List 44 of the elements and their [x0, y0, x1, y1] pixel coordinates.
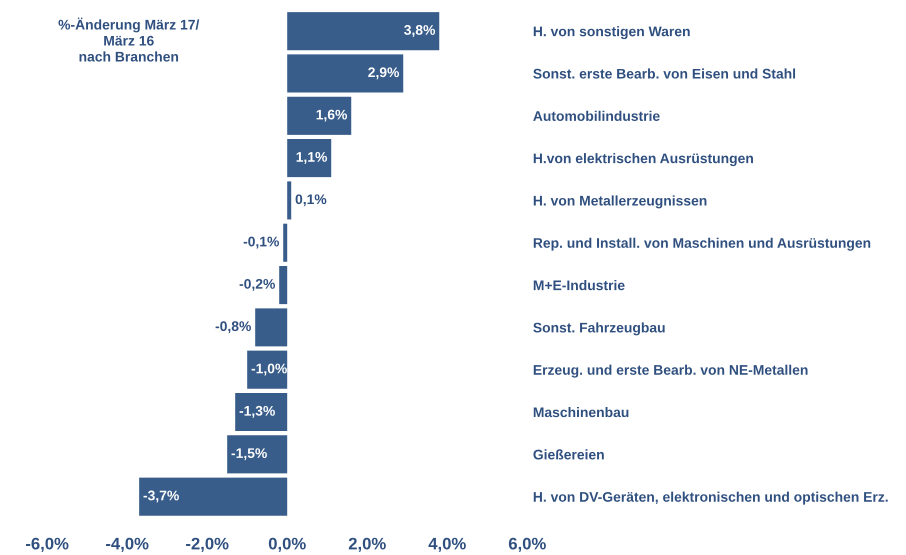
- bar: [227, 435, 288, 474]
- x-tick-label: 6,0%: [508, 538, 546, 552]
- bar: [255, 308, 288, 346]
- text: %-Änderung März 17/ März 16 nach Branchen: [58, 18, 200, 62]
- data-label: 3,8%: [404, 25, 436, 37]
- x-tick-label: -4,0%: [106, 538, 148, 552]
- y-tick-label: H. von sonstigen Waren: [534, 26, 690, 40]
- x-tick-label: 2,0%: [348, 538, 386, 552]
- bar: [287, 54, 404, 93]
- bar: [287, 12, 440, 50]
- data-label: -0,2%: [240, 278, 275, 291]
- bar: [283, 224, 288, 262]
- data-label: 2,9%: [368, 67, 400, 80]
- bar: [287, 139, 332, 178]
- x-tick-label: 4,0%: [428, 538, 466, 552]
- bar: [287, 181, 292, 220]
- data-label: -1,3%: [240, 406, 275, 418]
- bar: [287, 96, 352, 135]
- data-label: -0,1%: [244, 236, 279, 248]
- data-label: -1,5%: [232, 448, 267, 460]
- y-tick-label: Sonst. Fahrzeugbau: [533, 322, 665, 336]
- y-tick-label: Maschinenbau: [534, 406, 628, 418]
- x-tick-label: -6,0%: [26, 538, 68, 552]
- bar: [247, 350, 288, 389]
- y-tick-label: Gießereien: [533, 449, 604, 460]
- y-tick-label: H. von DV-Geräten, elektronischen und optischen Erz.: [534, 492, 888, 505]
- x-tick-label: 0,0%: [268, 538, 306, 552]
- y-tick-label: H. von Metallerzeugnissen: [534, 195, 706, 208]
- data-label: 1,1%: [296, 152, 328, 164]
- data-label: -1,0%: [252, 364, 287, 376]
- bar: [235, 392, 288, 432]
- data-label: -0,8%: [216, 321, 251, 334]
- y-tick-label: M+E-Industrie: [534, 280, 625, 290]
- y-tick-label: Sonst. erste Bearb. von Eisen und Stahl: [533, 68, 796, 79]
- data-label: -3,7%: [144, 490, 179, 502]
- bar: [279, 266, 288, 304]
- data-label: 0,1%: [296, 194, 326, 206]
- x-tick-label: -2,0%: [186, 538, 229, 552]
- y-tick-label: Automobilindustrie: [533, 110, 660, 121]
- y-tick-label: Rep. und Install. von Maschinen und Ausrüstungen: [534, 238, 870, 251]
- data-label: 1,6%: [316, 110, 348, 122]
- y-tick-label: H.von elektrischen Ausrüstungen: [534, 153, 753, 166]
- bar: [139, 478, 288, 516]
- y-tick-label: Erzeug. und erste Bearb. von NE-Metallen: [534, 364, 808, 378]
